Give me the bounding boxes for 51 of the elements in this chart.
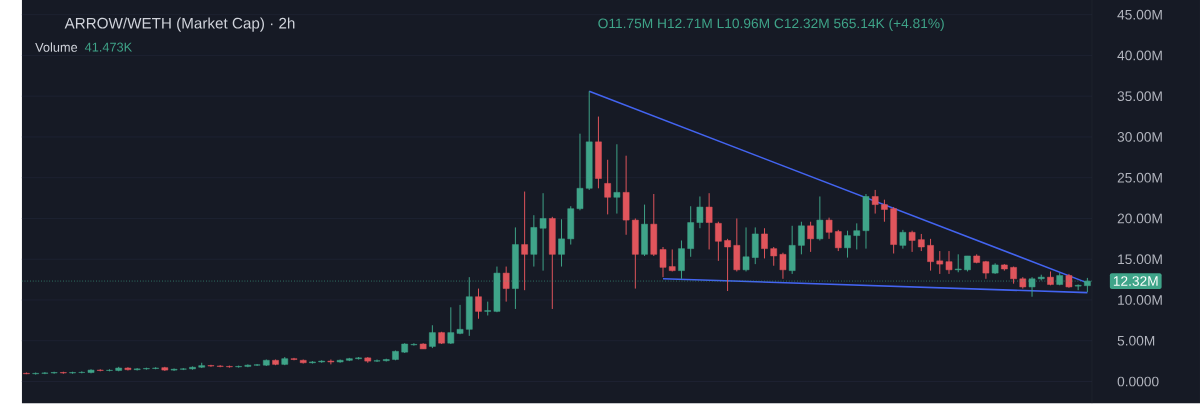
candlestick xyxy=(751,227,759,265)
annotation: Volume xyxy=(35,42,78,53)
y-tick-label: 40.00M xyxy=(1117,50,1162,61)
candlestick xyxy=(770,246,778,267)
y-tick-label: 5.00M xyxy=(1117,336,1155,346)
candlestick xyxy=(613,144,621,215)
candlestick xyxy=(807,221,814,253)
candlestick xyxy=(429,325,436,349)
candlestick xyxy=(835,229,842,252)
candlestick xyxy=(170,368,178,372)
candlestick xyxy=(373,359,381,363)
ref-line-label: 12.32M xyxy=(1113,276,1158,287)
candlestick xyxy=(604,159,611,216)
candlestick xyxy=(761,227,768,260)
y-tick-label: 15.00M xyxy=(1118,254,1162,265)
candlestick xyxy=(659,246,667,278)
y-tick-label: 30.00M xyxy=(1117,132,1162,143)
candlestick xyxy=(715,221,722,262)
candlestick xyxy=(945,250,953,275)
annotation: 41.473K xyxy=(84,42,133,52)
candlestick xyxy=(853,223,861,251)
candlestick xyxy=(576,133,584,212)
candlestick xyxy=(844,230,851,259)
candlestick xyxy=(558,219,565,268)
candlestick xyxy=(696,196,704,229)
text: ARROW/WETH (Market Cap) · 2h xyxy=(64,17,295,32)
candlestick xyxy=(899,229,907,250)
candlestick xyxy=(798,221,805,256)
y-tick-label: 20.00M xyxy=(1117,213,1162,224)
candlestick xyxy=(678,240,685,280)
candlestick xyxy=(816,196,824,242)
y-tick-label: 35.00M xyxy=(1117,91,1162,102)
candlestick xyxy=(502,266,510,303)
candlestick xyxy=(927,238,934,272)
candlestick xyxy=(779,252,787,280)
candlestick xyxy=(724,238,731,292)
candlestick xyxy=(908,230,916,253)
candlestick xyxy=(881,199,888,223)
candlestick xyxy=(705,192,713,251)
y-tick-label: 45.00M xyxy=(1117,10,1162,20)
candlestick xyxy=(475,288,482,320)
candlestick xyxy=(521,191,528,291)
y-tick-label: 10.00M xyxy=(1118,295,1162,306)
y-tick-label: 0.0000 xyxy=(1117,376,1159,387)
y-tick-label: 25.00M xyxy=(1117,173,1162,183)
candlestick xyxy=(410,342,418,347)
candlestick xyxy=(825,217,833,240)
candlestick xyxy=(871,189,879,215)
candlestick xyxy=(742,227,750,273)
candlestick xyxy=(936,250,944,275)
annotation: O11.75M H12.71M L10.96M C12.32M 565.14K (+4.81%) xyxy=(598,18,944,32)
